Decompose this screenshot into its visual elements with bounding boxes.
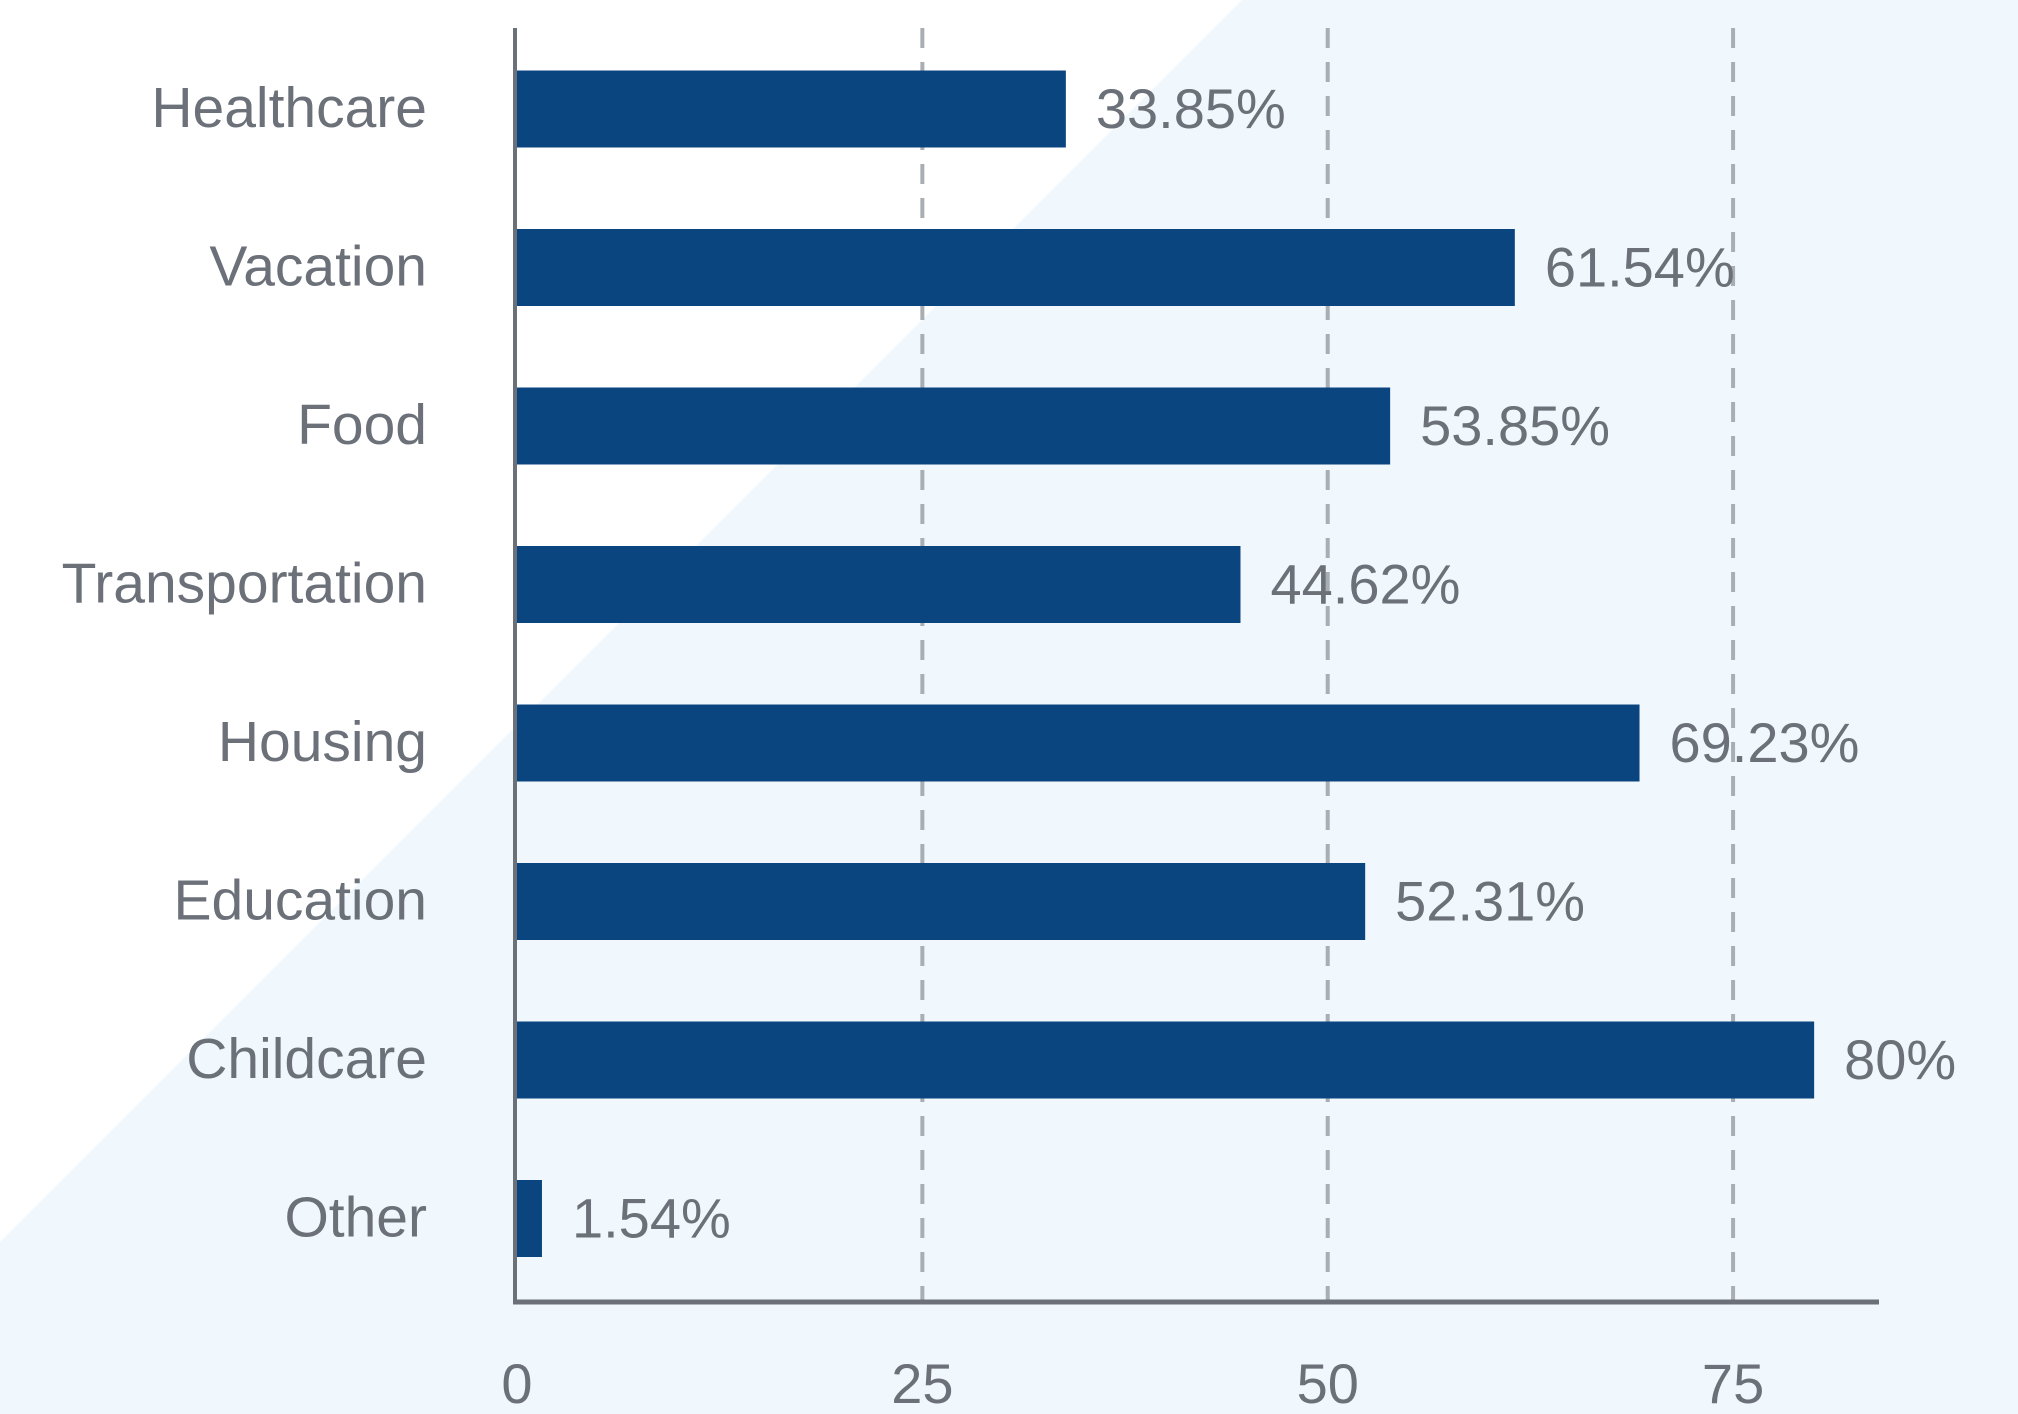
- bar: [517, 704, 1640, 782]
- bar: [517, 387, 1391, 465]
- y-tick-label: Transportation: [62, 552, 427, 616]
- y-tick-label: Vacation: [209, 235, 427, 299]
- data-label: 44.62%: [1270, 552, 1460, 615]
- bar: [517, 1021, 1815, 1099]
- y-tick-label: Housing: [218, 710, 427, 774]
- bar: [517, 1180, 542, 1257]
- data-label: 1.54%: [572, 1186, 731, 1249]
- data-label: 69.23%: [1670, 711, 1860, 774]
- bar: [517, 863, 1366, 940]
- y-tick-label: Other: [284, 1186, 427, 1250]
- y-tick-label: Education: [173, 869, 427, 933]
- x-tick-label: 0: [501, 1352, 532, 1414]
- x-tick-label: 50: [1297, 1352, 1359, 1414]
- x-tick-label: 75: [1702, 1352, 1764, 1414]
- data-label: 61.54%: [1545, 235, 1735, 298]
- data-label: 33.85%: [1096, 77, 1286, 140]
- y-tick-label: Healthcare: [151, 76, 427, 140]
- x-tick-label: 25: [891, 1352, 953, 1414]
- y-tick-label: Food: [297, 393, 427, 457]
- data-label: 80%: [1844, 1028, 1956, 1091]
- y-tick-label: Childcare: [186, 1027, 427, 1091]
- bar: [517, 546, 1241, 623]
- data-label: 53.85%: [1420, 394, 1610, 457]
- bar: [517, 229, 1515, 306]
- data-label: 52.31%: [1395, 869, 1585, 932]
- bar: [517, 70, 1066, 148]
